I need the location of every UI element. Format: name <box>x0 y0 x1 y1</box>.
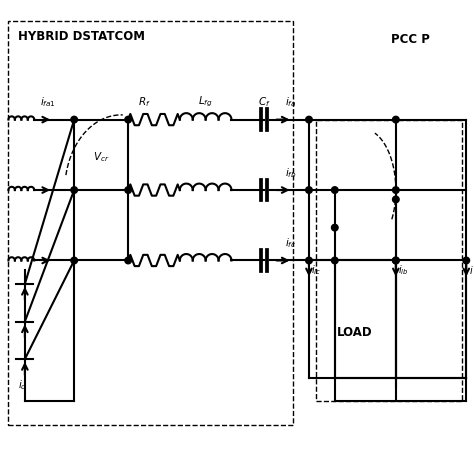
Circle shape <box>306 257 312 264</box>
Text: $i_{lb}$: $i_{lb}$ <box>398 263 409 277</box>
Circle shape <box>392 196 399 203</box>
Circle shape <box>306 187 312 193</box>
Text: PCC P: PCC P <box>391 33 430 46</box>
Text: $i_{fa}$: $i_{fa}$ <box>285 95 297 109</box>
Text: LOAD: LOAD <box>337 326 373 339</box>
Circle shape <box>71 187 77 193</box>
Circle shape <box>331 224 338 231</box>
Circle shape <box>463 257 470 264</box>
Text: $i_{fb}$: $i_{fb}$ <box>285 166 297 180</box>
Text: $L_{fg}$: $L_{fg}$ <box>198 95 213 109</box>
Circle shape <box>125 187 131 193</box>
Circle shape <box>71 116 77 123</box>
Circle shape <box>331 257 338 264</box>
Text: $R_f$: $R_f$ <box>138 95 151 109</box>
Circle shape <box>392 257 399 264</box>
Circle shape <box>306 116 312 123</box>
Circle shape <box>392 187 399 193</box>
Text: $i$: $i$ <box>469 264 473 276</box>
Circle shape <box>125 257 131 264</box>
Circle shape <box>392 116 399 123</box>
Circle shape <box>71 257 77 264</box>
Text: $C_f$: $C_f$ <box>258 95 271 109</box>
Text: $i_{fc}$: $i_{fc}$ <box>285 237 297 250</box>
Text: $i_d$: $i_d$ <box>18 378 27 392</box>
Circle shape <box>331 187 338 193</box>
Text: $i_{fa1}$: $i_{fa1}$ <box>40 95 56 109</box>
Circle shape <box>392 257 399 264</box>
Text: HYBRID DSTATCOM: HYBRID DSTATCOM <box>18 30 145 44</box>
Text: $i_{lc}$: $i_{lc}$ <box>311 263 321 277</box>
Text: $V_{cr}$: $V_{cr}$ <box>93 150 109 164</box>
Circle shape <box>125 116 131 123</box>
